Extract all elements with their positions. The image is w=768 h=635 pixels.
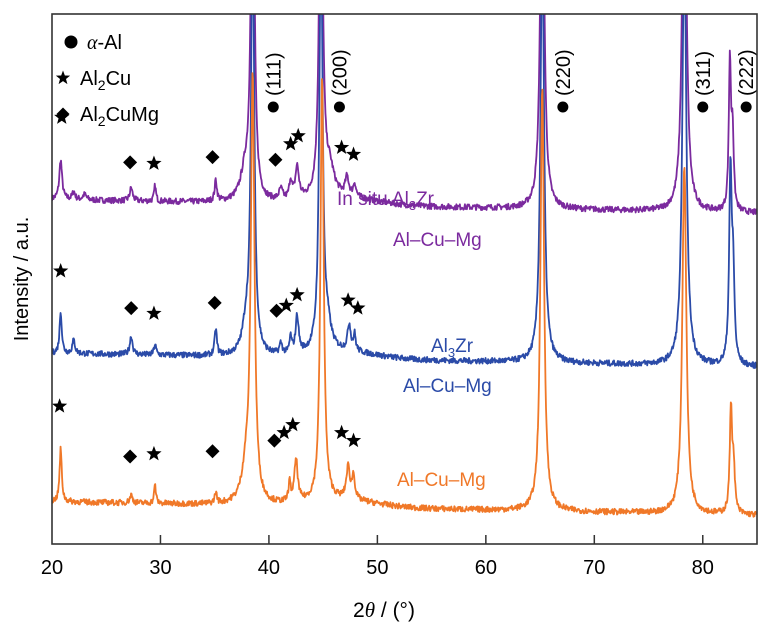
al2cumg-diamond-marker [207, 295, 222, 310]
x-tick-label: 20 [41, 557, 63, 579]
plot-frame [51, 13, 758, 545]
al2cu-star-marker [283, 135, 299, 151]
al2cu-star-marker [340, 292, 356, 307]
al2cu-star-marker [146, 155, 162, 170]
al2cu-star-marker [285, 416, 301, 432]
y-axis-label: Intensity / a.u. [11, 217, 33, 342]
legend-entry-al2cumg: Al2CuMg [80, 104, 159, 129]
x-tick-label: 50 [366, 557, 388, 579]
hkl-label: (311) [693, 51, 715, 96]
al2cu-star-marker [146, 445, 162, 461]
al2cumg-diamond-marker [123, 449, 138, 464]
alpha-al-circle-marker [697, 101, 709, 113]
hkl-label: (220) [553, 49, 575, 96]
series-line-2 [52, 72, 757, 518]
hkl-annotation-layer: (111) (200) (220) (311) (222) [263, 49, 758, 113]
al2cumg-diamond-marker [123, 155, 138, 170]
al2cumg-diamond-marker [124, 301, 139, 316]
x-tick-label: 70 [583, 557, 605, 579]
al2cu-star-marker [276, 424, 292, 440]
series-label-insitu-line2: Al–Cu–Mg [393, 230, 482, 251]
alpha-al-circle-marker [333, 101, 345, 113]
al2cu-star-marker [278, 297, 294, 312]
al2cu-star-marker [53, 263, 69, 278]
x-tick-label: 60 [475, 557, 497, 579]
al2cu-star-marker [350, 300, 366, 315]
legend-entry-al2cu: Al2Cu [80, 68, 131, 93]
al2cumg-diamond-marker [269, 303, 284, 318]
series-label-al3zr-line1: Al3Zr [431, 336, 474, 360]
hkl-label: (222) [736, 49, 758, 96]
al2cu-star-marker [333, 139, 350, 155]
legend-entry-alpha-al: α-Al [87, 32, 122, 54]
al2cumg-diamond-marker [205, 444, 220, 459]
al2cumg-diamond-marker [268, 152, 283, 167]
al2cu-star-marker [51, 398, 68, 413]
series-layer [52, 14, 757, 518]
al2cumg-diamond-marker [205, 150, 220, 165]
x-tick-label: 40 [258, 557, 280, 579]
x-axis: 20 30 40 50 60 70 80 [41, 535, 714, 579]
legend-diamond-icon [56, 107, 70, 121]
x-tick-label: 80 [692, 557, 714, 579]
alpha-al-circle-marker [267, 101, 279, 113]
x-axis-label: 2θ / (°) [353, 598, 415, 622]
alpha-al-circle-marker [740, 101, 752, 113]
al2cu-star-marker [289, 286, 305, 302]
al2cu-star-marker [290, 127, 306, 143]
series-line-0 [52, 14, 757, 216]
al2cu-star-marker [345, 146, 362, 161]
series-line-1 [52, 14, 757, 369]
hkl-label: (200) [329, 49, 351, 96]
al2cumg-diamond-marker [267, 433, 282, 448]
legend-star-icon [55, 70, 71, 85]
x-tick-label: 30 [149, 557, 171, 579]
al2cu-star-marker [333, 424, 350, 440]
series-label-al3zr-line2: Al–Cu–Mg [403, 376, 492, 397]
hkl-label: (111) [263, 52, 285, 96]
legend: α-Al Al2Cu Al2CuMg [55, 32, 159, 129]
phase-marker-layer [51, 109, 366, 464]
series-label-insitu-line1: In situ Al3Zr [337, 189, 435, 213]
series-label-alcumg: Al–Cu–Mg [397, 470, 486, 491]
alpha-al-circle-marker [557, 101, 569, 113]
legend-circle-icon [64, 35, 78, 49]
series-labels: In situ Al3Zr Al–Cu–Mg Al3Zr Al–Cu–Mg Al… [337, 189, 492, 491]
al2cu-star-marker [146, 305, 162, 320]
al2cu-star-marker [345, 432, 362, 448]
